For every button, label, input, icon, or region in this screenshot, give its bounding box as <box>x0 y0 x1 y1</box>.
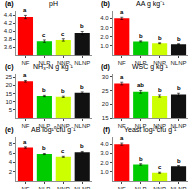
svg-text:6: 6 <box>9 150 13 156</box>
svg-text:b: b <box>177 85 181 91</box>
svg-text:WSC g kg⁻¹: WSC g kg⁻¹ <box>132 63 169 71</box>
svg-text:c: c <box>61 148 65 154</box>
svg-text:(b): (b) <box>101 0 110 8</box>
svg-text:2.0: 2.0 <box>100 34 109 40</box>
svg-text:4.0: 4.0 <box>4 28 13 34</box>
svg-text:a: a <box>120 74 124 80</box>
svg-text:2.0: 2.0 <box>100 160 109 166</box>
svg-text:NLNP: NLNP <box>74 123 90 129</box>
svg-text:NLP: NLP <box>39 123 51 129</box>
svg-text:c: c <box>158 164 162 170</box>
svg-text:(a): (a) <box>5 0 14 8</box>
svg-text:(c): (c) <box>5 63 14 71</box>
svg-text:15: 15 <box>102 115 109 121</box>
svg-text:NLP: NLP <box>135 60 147 66</box>
svg-text:3.6: 3.6 <box>4 44 13 50</box>
svg-text:b: b <box>80 23 84 29</box>
svg-text:NLP: NLP <box>135 123 147 129</box>
svg-text:1.0: 1.0 <box>100 43 109 49</box>
svg-text:b: b <box>42 87 46 93</box>
svg-text:NNP: NNP <box>57 186 70 189</box>
svg-text:NLNP: NLNP <box>74 186 90 189</box>
svg-text:25: 25 <box>102 88 109 94</box>
svg-text:NLNP: NLNP <box>171 186 187 189</box>
svg-text:a: a <box>120 9 124 15</box>
svg-text:NH₃-N g kg⁻¹: NH₃-N g kg⁻¹ <box>33 63 74 71</box>
svg-text:NNP: NNP <box>57 60 70 66</box>
svg-text:2: 2 <box>9 169 13 175</box>
svg-text:(e): (e) <box>5 126 14 134</box>
svg-text:c: c <box>42 32 46 38</box>
svg-text:NLNP: NLNP <box>171 123 187 129</box>
svg-text:a: a <box>23 139 27 145</box>
svg-text:b: b <box>80 84 84 90</box>
svg-text:30: 30 <box>102 74 109 80</box>
svg-text:NF: NF <box>118 186 126 189</box>
svg-text:20: 20 <box>6 82 13 88</box>
svg-text:AB log¹⁰cfu g⁻¹: AB log¹⁰cfu g⁻¹ <box>31 126 76 134</box>
svg-text:(f): (f) <box>103 126 110 134</box>
svg-text:4.2: 4.2 <box>4 20 13 26</box>
svg-text:NLP: NLP <box>135 186 147 189</box>
svg-text:4.0: 4.0 <box>100 141 109 147</box>
svg-text:NNP: NNP <box>153 123 166 129</box>
svg-text:NF: NF <box>118 60 126 66</box>
svg-text:b: b <box>139 33 143 39</box>
svg-text:NNP: NNP <box>153 60 166 66</box>
svg-text:1.0: 1.0 <box>100 169 109 175</box>
svg-text:4: 4 <box>9 159 13 165</box>
svg-text:NLP: NLP <box>39 60 51 66</box>
svg-text:pH: pH <box>49 0 58 8</box>
svg-text:NF: NF <box>21 60 29 66</box>
svg-text:(d): (d) <box>101 63 110 71</box>
svg-text:AA g kg⁻¹: AA g kg⁻¹ <box>136 0 165 8</box>
svg-text:5: 5 <box>9 107 13 113</box>
svg-text:b: b <box>177 158 181 164</box>
svg-text:b: b <box>80 143 84 149</box>
svg-text:a: a <box>23 7 27 13</box>
svg-text:20: 20 <box>102 101 109 107</box>
svg-text:NF: NF <box>21 186 29 189</box>
svg-text:b: b <box>177 36 181 42</box>
svg-text:b: b <box>139 156 143 162</box>
svg-text:b: b <box>42 145 46 151</box>
svg-text:c: c <box>61 31 65 37</box>
svg-text:ab: ab <box>137 82 144 88</box>
svg-text:8: 8 <box>9 141 13 147</box>
svg-text:15: 15 <box>6 91 13 97</box>
svg-text:b: b <box>158 35 162 41</box>
svg-text:4.0: 4.0 <box>100 15 109 21</box>
svg-text:3.0: 3.0 <box>100 25 109 31</box>
svg-text:10: 10 <box>6 99 13 105</box>
svg-text:NLNP: NLNP <box>74 60 90 66</box>
svg-text:b: b <box>61 88 65 94</box>
svg-text:a: a <box>120 135 124 141</box>
svg-text:3.0: 3.0 <box>100 150 109 156</box>
svg-text:NNP: NNP <box>153 186 166 189</box>
svg-text:25: 25 <box>6 74 13 80</box>
svg-text:NLNP: NLNP <box>171 60 187 66</box>
svg-text:b: b <box>158 87 162 93</box>
svg-text:NF: NF <box>21 123 29 129</box>
svg-text:NNP: NNP <box>57 123 70 129</box>
svg-text:a: a <box>23 72 27 78</box>
svg-text:4.4: 4.4 <box>4 12 13 18</box>
svg-text:NLP: NLP <box>39 186 51 189</box>
svg-text:Yeast log¹⁰cfu g⁻¹: Yeast log¹⁰cfu g⁻¹ <box>124 126 177 134</box>
svg-text:NF: NF <box>118 123 126 129</box>
svg-text:3.8: 3.8 <box>4 36 13 42</box>
